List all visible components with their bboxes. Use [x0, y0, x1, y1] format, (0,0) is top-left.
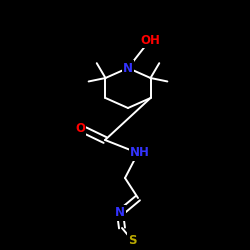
- Text: NH: NH: [130, 146, 150, 160]
- Text: OH: OH: [140, 34, 160, 46]
- Text: S: S: [128, 234, 136, 246]
- Text: O: O: [75, 122, 85, 134]
- Text: N: N: [123, 62, 133, 74]
- Text: N: N: [115, 206, 125, 220]
